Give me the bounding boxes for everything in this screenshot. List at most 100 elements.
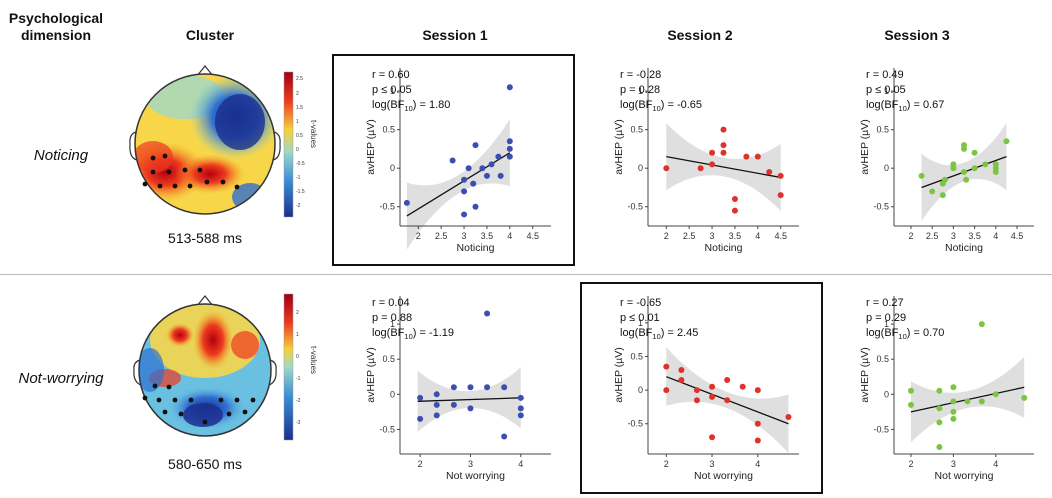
x-tick-label: 2 — [908, 459, 913, 469]
data-point — [663, 387, 670, 394]
data-point — [961, 145, 967, 152]
data-point — [417, 394, 424, 401]
x-axis-label: Noticing — [457, 242, 495, 254]
stat-text: log(BF10) = 2.45 — [620, 327, 698, 341]
data-point — [907, 387, 914, 394]
svg-text:2.5: 2.5 — [296, 76, 303, 82]
stat-text: p = 0.28 — [620, 84, 660, 96]
x-tick-label: 2 — [908, 231, 913, 241]
y-axis-label: avHEP (µV) — [613, 347, 625, 402]
y-axis-label: avHEP (µV) — [365, 347, 377, 402]
data-point — [731, 196, 738, 203]
topomap-time-not-worrying: 580-650 ms — [168, 456, 242, 472]
header-session-1: Session 1 — [422, 27, 488, 43]
data-point — [950, 384, 957, 391]
x-tick-label: 4 — [993, 231, 998, 241]
x-tick-label: 2.5 — [683, 231, 696, 241]
data-point — [739, 383, 746, 390]
y-tick-label: 0 — [638, 385, 643, 395]
stat-text: p = 0.88 — [372, 312, 412, 324]
regression-line — [417, 397, 521, 402]
data-point — [720, 126, 727, 133]
data-point — [939, 192, 946, 199]
data-point — [678, 377, 685, 384]
x-tick-label: 3 — [710, 459, 715, 469]
data-point — [731, 207, 738, 214]
data-point — [777, 192, 784, 199]
svg-text:0: 0 — [296, 354, 299, 360]
data-point — [472, 203, 479, 210]
scatter-not-worrying-session-1: -0.5 0 0.5 1 2 3 4 Not worrying avHEP (µV) r = 0.… — [365, 296, 551, 482]
data-point — [992, 169, 999, 176]
x-tick-label: 2.5 — [926, 231, 939, 241]
y-tick-label: 0 — [390, 163, 395, 173]
x-tick-label: 3 — [710, 231, 715, 241]
data-point — [918, 172, 925, 179]
data-point — [724, 397, 731, 404]
svg-text:-1.5: -1.5 — [296, 189, 305, 195]
scatter-noticing-session-3: -0.5 0 0.5 1 2 2.5 3 3.5 4 4.5 Noticing avHEP (µV) r… — [859, 68, 1034, 254]
y-tick-label: 0.5 — [876, 125, 889, 135]
y-tick-label: 1 — [638, 318, 643, 328]
data-point — [941, 176, 948, 183]
x-tick-label: 2 — [418, 459, 423, 469]
svg-text:2: 2 — [296, 91, 299, 97]
svg-text:0: 0 — [296, 147, 299, 153]
stat-text: log(BF10) = 0.70 — [866, 327, 944, 341]
regression-line — [666, 155, 781, 179]
scatter-noticing-session-1: -0.5 0 0.5 1 2 2.5 3 3.5 4 4.5 Noticing avHEP (µV) r… — [332, 54, 575, 266]
x-tick-label: 3.5 — [481, 231, 494, 241]
data-point — [709, 393, 716, 400]
data-point — [501, 433, 508, 440]
data-point — [483, 172, 490, 179]
header-session-2: Session 2 — [667, 27, 733, 43]
data-point — [777, 172, 784, 179]
x-axis-label: Noticing — [705, 242, 743, 254]
data-point — [497, 172, 504, 179]
data-point — [936, 387, 943, 394]
x-tick-label: 3 — [951, 459, 956, 469]
y-tick-label: 0 — [884, 389, 889, 399]
x-tick-label: 4 — [507, 231, 512, 241]
y-tick-label: 1 — [884, 86, 889, 96]
data-point — [936, 405, 943, 412]
x-tick-label: 2 — [416, 231, 421, 241]
x-axis-label: Noticing — [945, 242, 983, 254]
data-point — [709, 161, 716, 168]
y-tick-label: 1 — [390, 86, 395, 96]
stat-text: p ≤ 0.05 — [372, 84, 412, 96]
data-point — [907, 401, 914, 408]
header-session-3: Session 3 — [884, 27, 950, 43]
data-point — [663, 165, 670, 172]
data-point — [484, 384, 491, 391]
x-tick-label: 4.5 — [1011, 231, 1024, 241]
stat-text: r = -0.28 — [620, 69, 661, 81]
regression-line — [406, 152, 511, 217]
highlight-frame — [580, 282, 823, 494]
highlight-frame — [332, 54, 575, 266]
data-point — [929, 188, 936, 195]
svg-text:1: 1 — [296, 119, 299, 125]
stat-text: log(BF10) = -0.65 — [620, 99, 702, 113]
data-point — [465, 165, 472, 172]
row-separator — [0, 274, 1052, 275]
data-point — [678, 366, 685, 373]
y-tick-label: 0 — [884, 163, 889, 173]
data-point — [720, 142, 727, 149]
data-point — [992, 391, 999, 398]
x-tick-label: 4 — [755, 231, 760, 241]
x-tick-label: 4 — [518, 459, 523, 469]
data-point — [417, 415, 424, 422]
data-point — [479, 165, 486, 172]
data-point — [506, 138, 513, 145]
y-tick-label: -0.5 — [873, 202, 889, 212]
data-point — [754, 437, 761, 444]
x-tick-label: 4 — [755, 459, 760, 469]
data-point — [982, 161, 989, 168]
data-point — [697, 165, 704, 172]
x-tick-label: 3 — [462, 231, 467, 241]
data-point — [488, 161, 495, 168]
data-point — [467, 405, 474, 412]
y-tick-label: 1 — [884, 319, 889, 329]
